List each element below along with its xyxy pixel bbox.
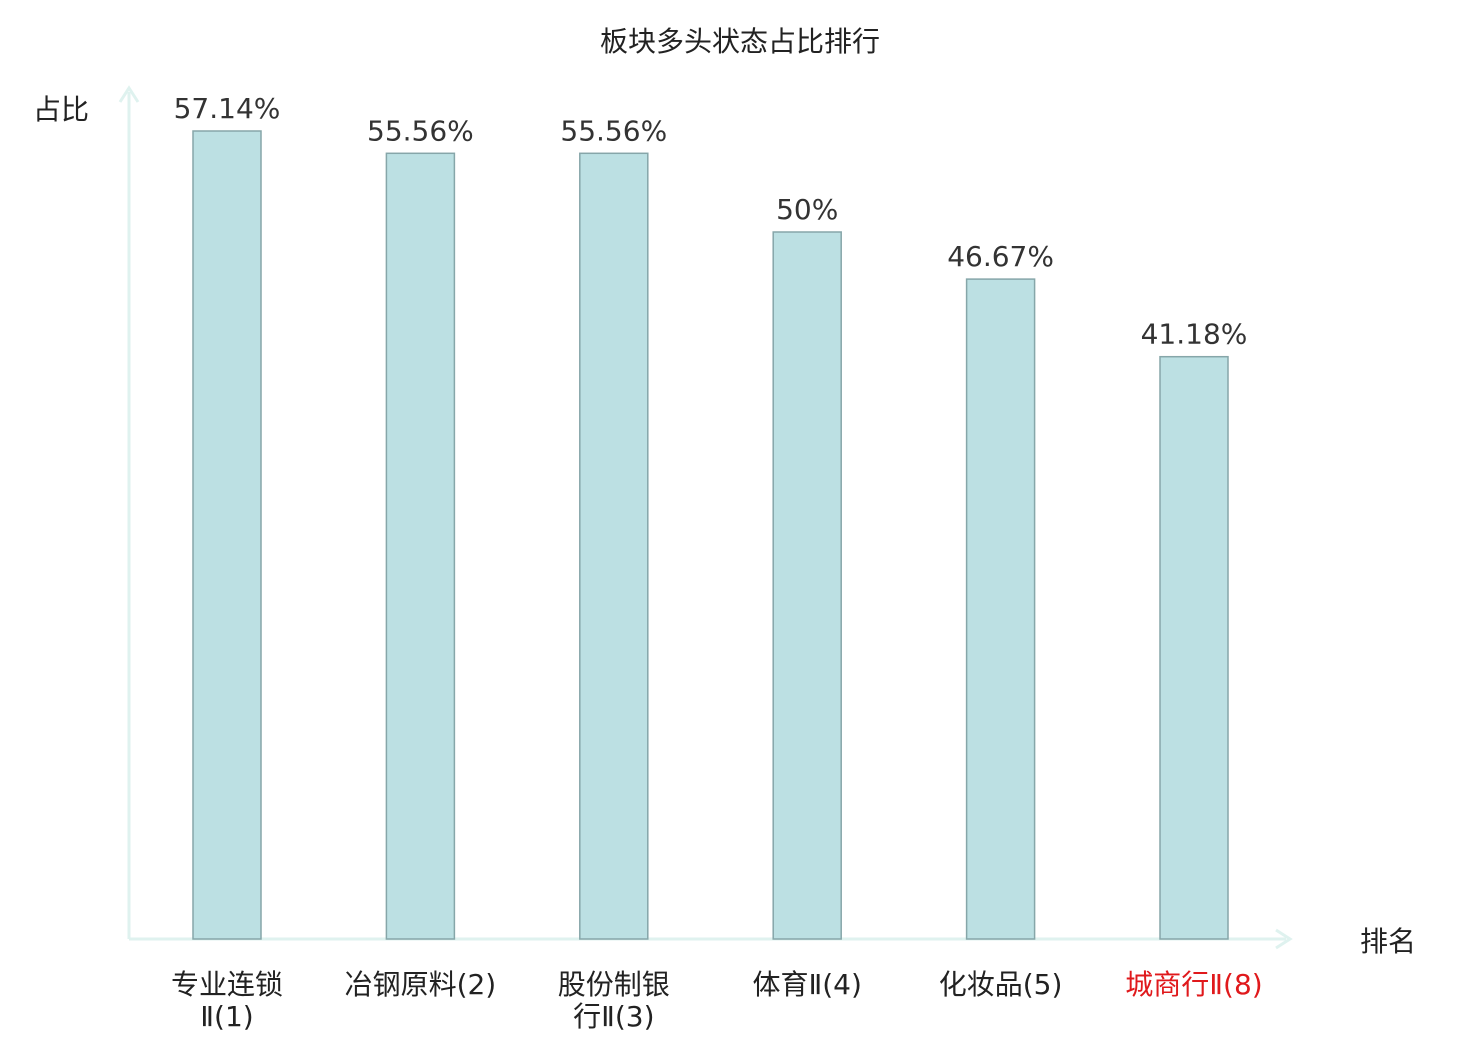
y-axis-label: 占比 <box>33 93 90 126</box>
x-tick-label: 城商行Ⅱ(8) <box>1125 968 1262 1001</box>
bar <box>1159 355 1229 940</box>
bar-value-label: 57.14% <box>174 92 281 125</box>
bar <box>579 152 649 940</box>
x-tick-label: 专业连锁 Ⅱ(1) <box>171 968 283 1033</box>
chart-title: 板块多头状态占比排行 <box>599 25 880 58</box>
bar <box>965 278 1036 940</box>
x-axis-label: 排名 <box>1360 925 1417 958</box>
x-tick-label: 冶钢原料(2) <box>345 968 497 1001</box>
bar <box>192 130 262 940</box>
bar-value-label: 55.56% <box>560 114 667 147</box>
bar-value-label: 55.56% <box>367 114 474 147</box>
bar-value-label: 46.67% <box>947 240 1054 273</box>
x-tick-label: 体育Ⅱ(4) <box>752 968 861 1001</box>
bar-value-label: 41.18% <box>1141 318 1248 351</box>
bar-value-label: 50% <box>776 193 838 226</box>
bar <box>772 231 842 940</box>
x-tick-label: 股份制银行Ⅱ(3) <box>558 968 670 1033</box>
x-axis-arrow-icon <box>1275 928 1293 950</box>
x-tick-label: 化妆品(5) <box>939 968 1063 1001</box>
bar <box>385 152 456 940</box>
y-axis-arrow-icon <box>118 85 140 103</box>
